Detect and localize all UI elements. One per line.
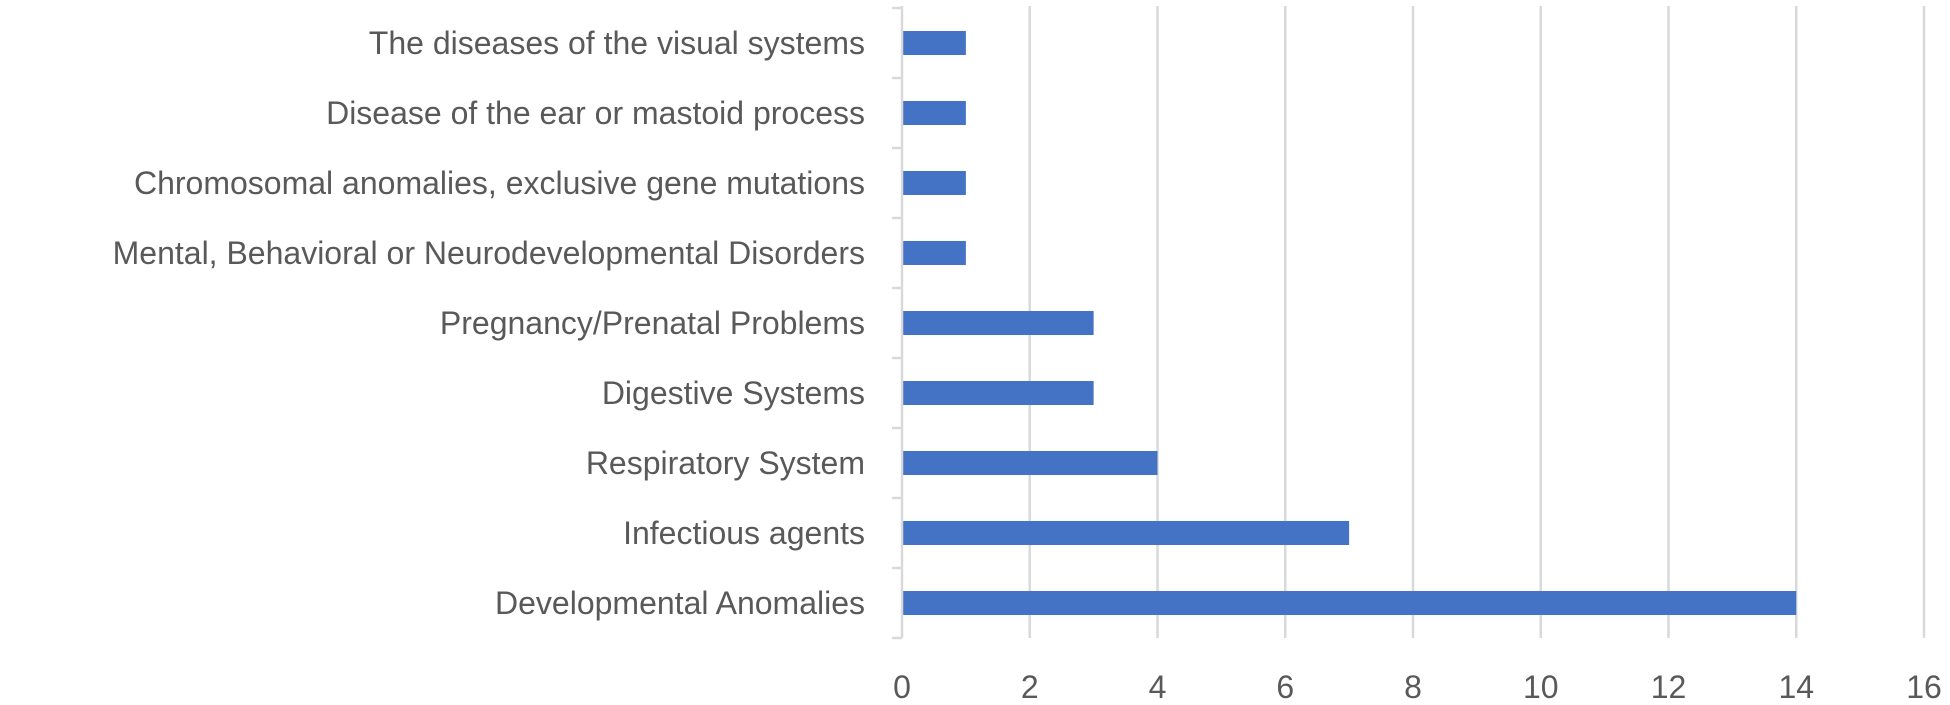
gridlines [1028, 6, 1926, 638]
category-label: Respiratory System [586, 445, 865, 481]
bar [902, 241, 966, 265]
x-tick-label: 0 [893, 669, 911, 705]
y-axis [892, 6, 904, 640]
bar [902, 311, 1094, 335]
bar [902, 521, 1350, 545]
bar [902, 31, 966, 55]
x-tick-label: 4 [1149, 669, 1167, 705]
x-tick-label: 8 [1404, 669, 1422, 705]
category-label: Chromosomal anomalies, exclusive gene mu… [134, 165, 865, 201]
bar [902, 381, 1094, 405]
category-labels: The diseases of the visual systems Diseas… [113, 25, 865, 621]
x-tick-label: 16 [1906, 669, 1942, 705]
category-label: Mental, Behavioral or Neurodevelopmental… [113, 235, 865, 271]
x-tick-labels: 0 2 4 6 8 10 12 14 16 [893, 669, 1942, 705]
category-label: The diseases of the visual systems [369, 25, 865, 61]
category-label: Disease of the ear or mastoid process [326, 95, 865, 131]
x-tick-label: 12 [1651, 669, 1687, 705]
bar [902, 101, 966, 125]
x-tick-label: 6 [1276, 669, 1294, 705]
bar [902, 171, 966, 195]
bar [902, 451, 1158, 475]
category-label: Digestive Systems [602, 375, 865, 411]
x-tick-label: 10 [1523, 669, 1559, 705]
x-tick-label: 2 [1021, 669, 1039, 705]
category-label: Infectious agents [623, 515, 865, 551]
bar [902, 591, 1797, 615]
category-label: Pregnancy/Prenatal Problems [440, 305, 865, 341]
category-label: Developmental Anomalies [495, 585, 865, 621]
x-tick-label: 14 [1778, 669, 1814, 705]
bars [902, 31, 1797, 615]
